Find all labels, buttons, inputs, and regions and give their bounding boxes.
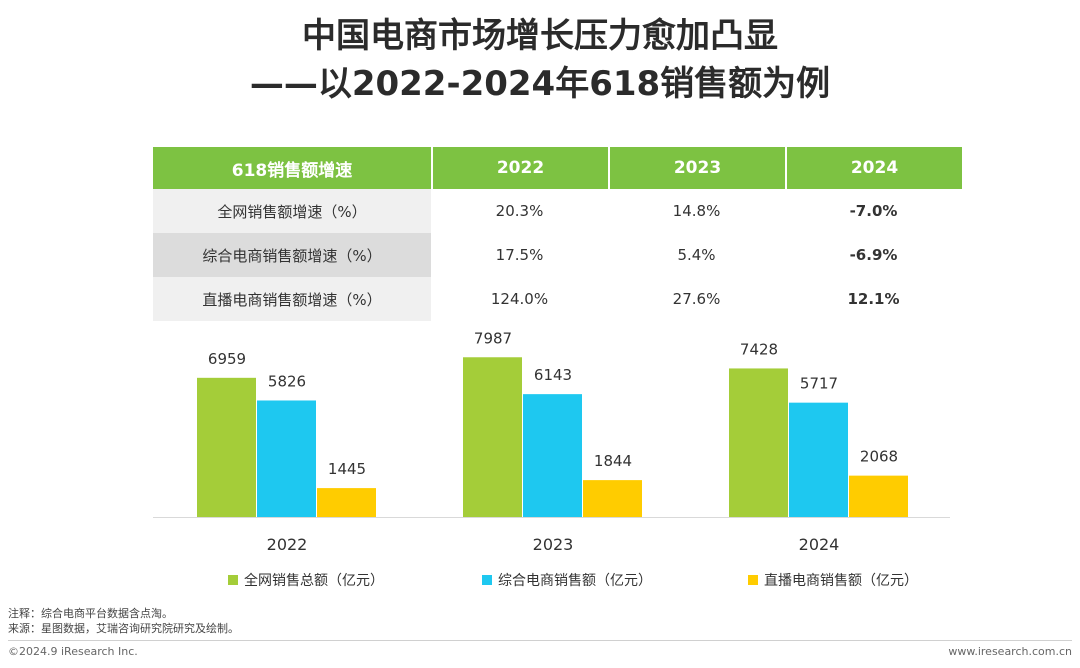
- data-label: 1844: [594, 452, 632, 470]
- table-header-cell: 2023: [608, 147, 785, 189]
- legend-swatch: [228, 575, 238, 585]
- table-cell: -7.0%: [849, 202, 898, 220]
- legend-item: 全网销售总额（亿元）: [228, 570, 384, 590]
- data-label: 2068: [860, 448, 898, 466]
- table-row-label: 直播电商销售额增速（%）: [153, 277, 431, 321]
- data-label: 7987: [474, 329, 512, 347]
- table-header-cell: 2022: [431, 147, 608, 189]
- page-subtitle: ——以2022-2024年618销售额为例: [249, 64, 831, 104]
- table-header-cell: 2024: [785, 147, 962, 189]
- data-label: 5826: [268, 372, 306, 390]
- bar-2023-series-2: [583, 480, 642, 517]
- copyright-text: ©2024.9 iResearch Inc.: [8, 645, 138, 658]
- data-label: 6959: [208, 350, 246, 368]
- bar-2022-series-1: [257, 400, 316, 517]
- table-header-cell: 618销售额增速: [153, 147, 431, 189]
- legend-label: 全网销售总额（亿元）: [244, 573, 384, 589]
- legend-label: 直播电商销售额（亿元）: [764, 573, 918, 589]
- bar-2023-series-0: [463, 357, 522, 517]
- data-label: 1445: [328, 460, 366, 478]
- bar-2022-series-2: [317, 488, 376, 517]
- legend-swatch: [748, 575, 758, 585]
- data-label: 7428: [740, 340, 778, 358]
- data-label: 5717: [800, 375, 838, 393]
- table-cell: -6.9%: [849, 246, 898, 264]
- table-cell: 20.3%: [495, 202, 544, 220]
- table-cell: 14.8%: [672, 202, 721, 220]
- sales-bar-chart: 6959 7987 7428 5826 6143 5717 1445 1844 2068 2022…: [153, 329, 950, 554]
- x-tick-label: 2022: [267, 535, 308, 554]
- legend-label: 综合电商销售额（亿元）: [498, 573, 652, 589]
- data-label: 6143: [534, 366, 572, 384]
- chart-note: 注释：综合电商平台数据含点淘。: [8, 607, 173, 620]
- bar-2023-series-1: [523, 394, 582, 517]
- page-title: 中国电商市场增长压力愈加凸显: [302, 16, 778, 56]
- table-row: 全网销售额增速（%） 20.3% 14.8% -7.0%: [153, 189, 962, 233]
- chart-source: 来源：星图数据，艾瑞咨询研究院研究及绘制。: [8, 622, 239, 635]
- legend-item: 直播电商销售额（亿元）: [748, 570, 918, 590]
- table-row-label: 全网销售额增速（%）: [153, 189, 431, 233]
- growth-rate-table: 618销售额增速 2022 2023 2024 全网销售额增速（%） 20.3%…: [153, 147, 962, 321]
- bar-2024-series-2: [849, 475, 908, 517]
- table-cell: 12.1%: [847, 290, 900, 308]
- table-row-label: 综合电商销售额增速（%）: [153, 233, 431, 277]
- footer-divider: [8, 640, 1072, 641]
- table-cell: 5.4%: [677, 246, 716, 264]
- bar-2022-series-0: [197, 377, 256, 517]
- table-row: 综合电商销售额增速（%） 17.5% 5.4% -6.9%: [153, 233, 962, 277]
- bar-2024-series-0: [729, 368, 788, 517]
- table-cell: 124.0%: [490, 290, 549, 308]
- table-header-row: 618销售额增速 2022 2023 2024: [153, 147, 962, 189]
- table-row: 直播电商销售额增速（%） 124.0% 27.6% 12.1%: [153, 277, 962, 321]
- x-tick-label: 2023: [533, 535, 574, 554]
- table-cell: 27.6%: [672, 290, 721, 308]
- bar-2024-series-1: [789, 402, 848, 517]
- legend-item: 综合电商销售额（亿元）: [482, 570, 652, 590]
- legend-swatch: [482, 575, 492, 585]
- table-cell: 17.5%: [495, 246, 544, 264]
- chart-legend: 全网销售总额（亿元） 综合电商销售额（亿元） 直播电商销售额（亿元）: [0, 570, 1080, 590]
- website-link[interactable]: www.iresearch.com.cn: [948, 645, 1072, 658]
- x-tick-label: 2024: [799, 535, 840, 554]
